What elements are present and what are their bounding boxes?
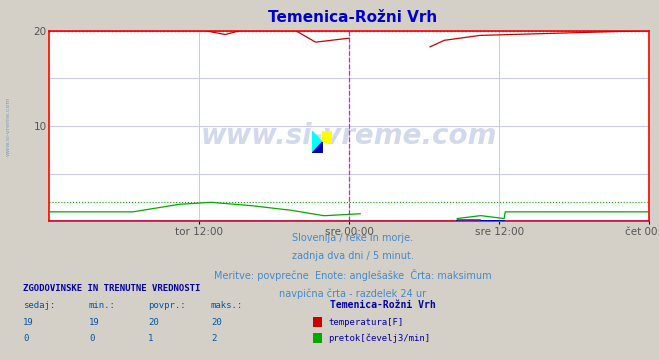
- Text: Temenica-Rožni Vrh: Temenica-Rožni Vrh: [330, 300, 435, 310]
- Text: maks.:: maks.:: [211, 301, 243, 310]
- Text: 0: 0: [89, 334, 94, 343]
- Text: min.:: min.:: [89, 301, 116, 310]
- Text: povpr.:: povpr.:: [148, 301, 186, 310]
- Text: 0: 0: [23, 334, 28, 343]
- Text: navpična črta - razdelek 24 ur: navpična črta - razdelek 24 ur: [279, 288, 426, 299]
- Text: Temenica-Rožni Vrh: Temenica-Rožni Vrh: [268, 10, 437, 25]
- Text: 2: 2: [211, 334, 216, 343]
- Text: pretok[čevelj3/min]: pretok[čevelj3/min]: [328, 333, 430, 343]
- Text: 20: 20: [148, 318, 159, 327]
- Polygon shape: [312, 142, 322, 153]
- Text: Slovenija / reke in morje.: Slovenija / reke in morje.: [292, 233, 413, 243]
- Text: 19: 19: [23, 318, 34, 327]
- Text: www.si-vreme.com: www.si-vreme.com: [201, 122, 498, 149]
- Text: temperatura[F]: temperatura[F]: [328, 318, 403, 327]
- Text: ZGODOVINSKE IN TRENUTNE VREDNOSTI: ZGODOVINSKE IN TRENUTNE VREDNOSTI: [23, 284, 200, 293]
- Text: zadnja dva dni / 5 minut.: zadnja dva dni / 5 minut.: [292, 251, 413, 261]
- Text: 19: 19: [89, 318, 100, 327]
- Text: 1: 1: [148, 334, 154, 343]
- Text: sedaj:: sedaj:: [23, 301, 55, 310]
- Bar: [322, 131, 332, 142]
- Text: Meritve: povprečne  Enote: anglešaške  Črta: maksimum: Meritve: povprečne Enote: anglešaške Črt…: [214, 269, 492, 281]
- Text: www.si-vreme.com: www.si-vreme.com: [5, 96, 11, 156]
- Polygon shape: [312, 131, 322, 153]
- Text: 20: 20: [211, 318, 221, 327]
